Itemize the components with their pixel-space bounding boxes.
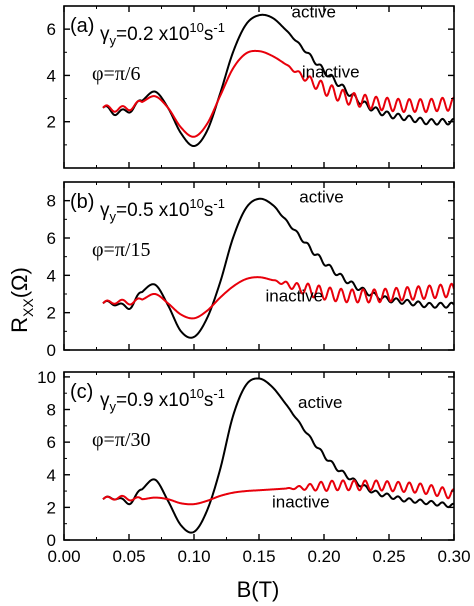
ylabel-main: R [7, 317, 32, 333]
gamma-symbol: γ [100, 390, 110, 411]
y-tick-label: 0 [47, 341, 56, 360]
series-label-active: active [299, 188, 343, 207]
series-line-active [102, 13, 454, 148]
series-line-active [102, 197, 454, 339]
gamma-value: =0.9 x10 [116, 390, 189, 411]
panel-label: (c) [70, 381, 93, 403]
panel-b: 0 2 4 6 8 (b) γy=0.5 x1010s-1 φ=π/15 active inact… [47, 181, 455, 360]
x-tick-label: 0.10 [177, 547, 210, 566]
y-tick-label: 0 [47, 531, 56, 550]
gamma-annotation: γy=0.9 x1010s-1 [100, 386, 225, 414]
panel-label: (a) [70, 15, 94, 37]
phi-annotation: φ=π/15 [92, 239, 150, 261]
series-label-inactive: inactive [266, 286, 324, 305]
gamma-annotation: γy=0.2 x1010s-1 [100, 20, 225, 48]
series-label-inactive: inactive [302, 63, 360, 82]
gamma-unit: s [204, 24, 214, 45]
y-tick-label: 8 [47, 401, 56, 420]
gamma-unit-exp: -1 [213, 20, 225, 35]
gamma-annotation: γy=0.5 x1010s-1 [100, 196, 225, 224]
panel-c: 0 2 4 6 8 10 0.00 0.05 0.10 0.15 0.20 0.25 0.30 (c) γy… [37, 368, 470, 566]
y-tick-label: 6 [47, 20, 56, 39]
ylabel-sub: XX [20, 298, 36, 317]
gamma-unit-exp: -1 [213, 196, 225, 211]
gamma-unit: s [204, 390, 214, 411]
y-tick-label: 8 [47, 192, 56, 211]
gamma-unit: s [204, 200, 214, 221]
y-tick-label: 6 [47, 433, 56, 452]
gamma-unit-exp: -1 [213, 386, 225, 401]
series-label-inactive: inactive [272, 492, 330, 511]
y-tick-label: 4 [47, 66, 56, 85]
phi-annotation: φ=π/6 [92, 63, 140, 85]
gamma-sub: y [110, 399, 117, 414]
panel-label: (b) [70, 191, 94, 213]
ylabel-unit: (Ω) [7, 267, 32, 298]
y-tick-label: 6 [47, 229, 56, 248]
x-tick-label: 0.25 [372, 547, 405, 566]
svg-text:RXX(Ω): RXX(Ω) [7, 267, 36, 333]
phi-annotation: φ=π/30 [92, 429, 150, 451]
gamma-sub: y [110, 33, 117, 48]
y-tick-label: 2 [47, 498, 56, 517]
gamma-symbol: γ [100, 200, 110, 221]
series-label-active: active [298, 393, 342, 412]
y-tick-label: 4 [47, 466, 56, 485]
panels: 246 (a) γy=0.2 x1010s-1φ=π/6activeinactive… [37, 3, 470, 566]
series-line-inactive [102, 49, 454, 138]
x-tick-label: 0.00 [47, 547, 80, 566]
series-label-active: active [292, 3, 336, 22]
y-tick-label: 2 [47, 304, 56, 323]
gamma-symbol: γ [100, 24, 110, 45]
series-line-inactive [102, 276, 454, 320]
xlabel: B(T) [237, 577, 280, 602]
gamma-exp: 10 [189, 386, 203, 401]
y-tick-label: 10 [37, 368, 56, 387]
y-tick-label: 4 [47, 266, 56, 285]
y-tick-label: 2 [47, 113, 56, 132]
x-tick-label: 0.05 [112, 547, 145, 566]
x-tick-label: 0.15 [242, 547, 275, 566]
gamma-exp: 10 [189, 196, 203, 211]
x-tick-label: 0.20 [307, 547, 340, 566]
gamma-exp: 10 [189, 20, 203, 35]
gamma-value: =0.5 x10 [116, 200, 189, 221]
series-line-inactive [102, 479, 454, 506]
x-tick-label: 0.30 [437, 547, 470, 566]
gamma-sub: y [110, 209, 117, 224]
panel-a: 2 4 6 (a) γy=0.2 x1010s-1 φ=π/6 active inactive [47, 3, 455, 169]
gamma-value: =0.2 x10 [116, 24, 189, 45]
shared-ylabel: RXX(Ω) [7, 267, 36, 333]
series-line-active [102, 377, 454, 534]
